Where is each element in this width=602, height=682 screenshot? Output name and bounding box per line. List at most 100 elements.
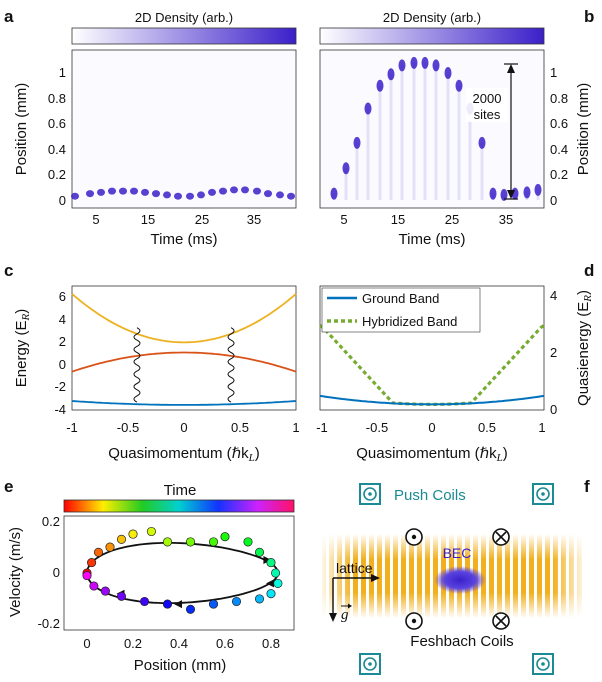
feshbach-coil-in-bottom [492,612,510,630]
density-blob [108,187,116,195]
density-streak [355,142,359,200]
density-blob [364,102,372,115]
density-streak [536,189,540,200]
ytick: 0.6 [48,116,66,131]
orbit-point [208,537,219,547]
xtick: -1 [316,420,328,435]
ytick: 4 [550,288,557,303]
density-trace-b [330,56,542,201]
xtick: 35 [499,212,513,227]
density-streak [366,108,370,200]
xtick: 0 [83,636,90,651]
density-blob [387,68,395,81]
plot-area-a [71,49,297,209]
panel-letter-c: c [4,261,13,280]
density-streak [412,62,416,201]
density-blob [97,188,105,196]
xlabel-a: Time (ms) [151,231,218,248]
density-streak [378,85,382,200]
density-blob [534,183,542,196]
ylabel-a: Position (mm) [13,83,30,176]
xtick: 25 [195,212,209,227]
density-streak [468,108,472,200]
density-blob [353,136,361,149]
orbit-point [266,589,276,599]
ytick: -4 [54,402,66,417]
density-blob [186,192,194,200]
phase-space-orbit [82,526,283,614]
orbit-point [266,558,276,568]
density-blob [264,190,272,198]
yticks-e: -0.2 0 0.2 [38,514,60,631]
xtick: 35 [247,212,261,227]
xtick: 0.8 [262,636,280,651]
legend-d: Ground Band Hybridized Band [321,287,481,333]
orbit-point [139,596,150,607]
density-blob [342,162,350,175]
density-blob [444,67,452,79]
density-blob [86,190,94,198]
xtick: 15 [391,212,405,227]
feshbach-coil-in-top [492,528,510,546]
density-streak [502,194,506,200]
ytick: 0.2 [48,167,66,182]
orbit-point [231,596,242,607]
density-streak [457,85,461,200]
ytick: 0.8 [48,91,66,106]
orbit-point [254,547,265,557]
ytick: -2 [54,379,66,394]
yticks-b: 0 0.2 0.4 0.6 0.8 1 [550,65,568,208]
xtick: 0.2 [124,636,142,651]
density-blob [398,59,406,72]
ytick: 1 [550,65,557,80]
push-coil-bottom-left [359,653,381,675]
lattice-arrow-head [371,574,380,582]
xticks-e: 0 0.2 0.4 0.6 0.8 [83,636,280,651]
ytick: 1 [59,65,66,80]
xtick: 0.5 [478,420,496,435]
ytick: 0.4 [550,142,568,157]
yticks-a: 0 0.2 0.4 0.6 0.8 1 [48,65,66,208]
density-blob [241,186,249,194]
bec-label: BEC [443,545,472,561]
band-line [71,400,297,406]
density-streak [446,73,450,200]
panel-letter-e: e [4,477,13,496]
xtick: 1 [292,420,299,435]
density-blob [130,187,138,195]
density-blob [276,191,284,199]
orbit-point [254,594,265,604]
annotation-sites: sites [474,107,501,122]
band-line [71,351,297,373]
feshbach-coils-label: Feshbach Coils [410,633,513,650]
panel-letter-b: b [584,7,594,26]
colorbar-b [319,27,545,45]
ylabel-e: Velocity (m/s) [7,527,24,617]
density-blob [421,56,429,69]
density-blob [163,191,171,199]
orbit-arrow [174,600,182,609]
orbit-point [162,599,173,609]
density-blob [197,191,205,199]
density-streak [389,74,393,200]
xticks-a: 5 15 25 35 [92,212,261,227]
xtick: 15 [141,212,155,227]
lattice-label: lattice [336,560,373,576]
plot-area-b [319,49,545,209]
yticks-d: 0 2 4 [550,288,557,417]
ytick: 0.6 [550,116,568,131]
density-blob [71,192,79,200]
orbit-point [185,537,196,547]
legend-hybridized: Hybridized Band [362,314,457,329]
feshbach-coil-out-bottom [405,612,423,630]
legend-ground: Ground Band [362,291,439,306]
orbit-arrow [266,579,274,588]
xtick: 1 [538,420,545,435]
xtick: -0.5 [366,420,388,435]
xtick: 5 [340,212,347,227]
density-streak [332,193,336,200]
density-streak [434,65,438,200]
xtick: 5 [92,212,99,227]
density-blob [432,59,440,72]
